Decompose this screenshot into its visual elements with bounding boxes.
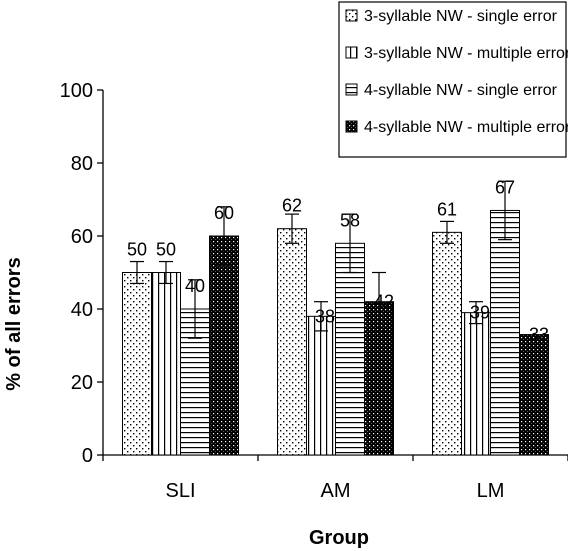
bar [122,272,152,456]
data-label: 61 [437,199,457,219]
bar [306,315,336,456]
data-label: 42 [374,292,394,312]
legend: 3-syllable NW - single error 3-syllable N… [338,1,568,158]
bars [122,180,549,456]
bar [335,242,365,456]
axes: 0 20 40 60 80 100 SLI AM LM [60,80,568,502]
data-label: 62 [282,196,302,216]
legend-swatch [345,46,358,59]
bar [209,235,239,456]
bar [519,334,549,456]
data-label: 50 [156,240,176,260]
data-label: 38 [315,306,335,326]
data-label: 33 [529,325,549,345]
y-tick-label: 0 [82,445,93,467]
bar [277,228,307,456]
legend-label: 4-syllable NW - single error [364,82,558,99]
data-label: 60 [214,203,234,223]
legend-label: 3-syllable NW - single error [364,8,558,25]
y-tick-label: 100 [60,80,93,102]
x-tick-label: SLI [165,480,195,502]
legend-box [338,1,567,158]
y-tick-label: 80 [71,153,93,175]
legend-label: 3-syllable NW - multiple errors [364,45,568,62]
x-axis-title: Group [309,527,369,549]
legend-swatch [345,120,358,133]
bar [490,209,520,456]
bar [461,312,491,456]
y-axis-title: % of all errors [3,257,25,390]
y-tick-label: 60 [71,226,93,248]
x-tick-label: LM [477,480,505,502]
y-tick-label: 40 [71,299,93,321]
legend-swatch [345,83,358,96]
y-tick-label: 20 [71,372,93,394]
data-label: 40 [185,276,205,296]
data-labels: 50 50 40 60 62 38 58 42 61 39 67 33 [127,177,549,344]
data-label: 67 [495,177,515,197]
bar [432,231,462,456]
data-label: 50 [127,240,147,260]
data-label: 58 [340,210,360,230]
bar [151,272,181,456]
x-tick-label: AM [321,480,351,502]
legend-swatch [345,9,358,22]
data-label: 39 [470,303,490,323]
legend-label: 4-syllable NW - multiple errors [364,119,568,136]
